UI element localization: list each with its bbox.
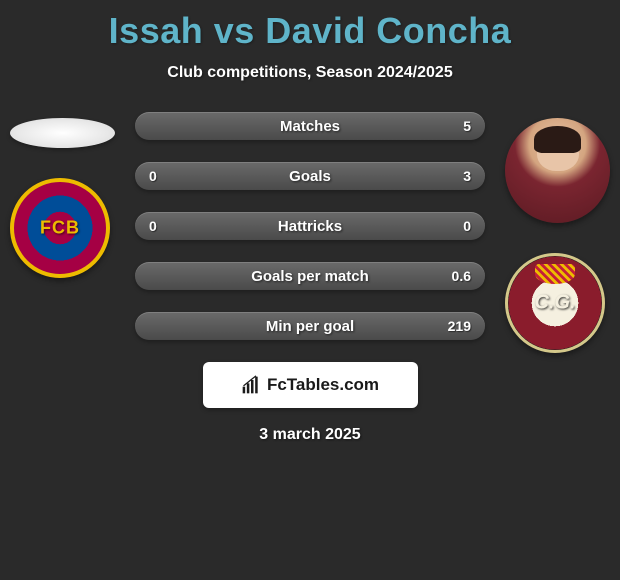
stats-list: Matches 5 0 Goals 3 0 Hattricks 0 Goals … — [0, 112, 620, 340]
chart-bars-icon — [241, 375, 261, 395]
stat-label: Matches — [179, 118, 441, 135]
page-title: Issah vs David Concha — [0, 10, 620, 52]
stat-pill: 0 Goals 3 — [135, 162, 485, 190]
stat-row: Matches 5 — [10, 112, 610, 140]
branding-badge: FcTables.com — [203, 362, 418, 408]
comparison-card: Issah vs David Concha Club competitions,… — [0, 0, 620, 454]
stat-label: Goals — [179, 168, 441, 185]
stat-pill: 0 Hattricks 0 — [135, 212, 485, 240]
stat-row: 0 Hattricks 0 — [10, 212, 610, 240]
stat-right-value: 219 — [441, 318, 471, 334]
branding-text: FcTables.com — [267, 375, 379, 395]
date-label: 3 march 2025 — [0, 426, 620, 444]
stat-left-value: 0 — [149, 218, 179, 234]
stat-row: Goals per match 0.6 — [10, 262, 610, 290]
stat-right-value: 0 — [441, 218, 471, 234]
stat-right-value: 0.6 — [441, 268, 471, 284]
stat-row: 0 Goals 3 — [10, 162, 610, 190]
stat-right-value: 5 — [441, 118, 471, 134]
stat-row: Min per goal 219 — [10, 312, 610, 340]
stat-pill: Matches 5 — [135, 112, 485, 140]
stat-label: Goals per match — [179, 268, 441, 285]
stat-pill: Min per goal 219 — [135, 312, 485, 340]
stat-right-value: 3 — [441, 168, 471, 184]
stat-pill: Goals per match 0.6 — [135, 262, 485, 290]
stat-label: Hattricks — [179, 218, 441, 235]
stat-label: Min per goal — [179, 318, 441, 335]
page-subtitle: Club competitions, Season 2024/2025 — [0, 64, 620, 82]
stat-left-value: 0 — [149, 168, 179, 184]
